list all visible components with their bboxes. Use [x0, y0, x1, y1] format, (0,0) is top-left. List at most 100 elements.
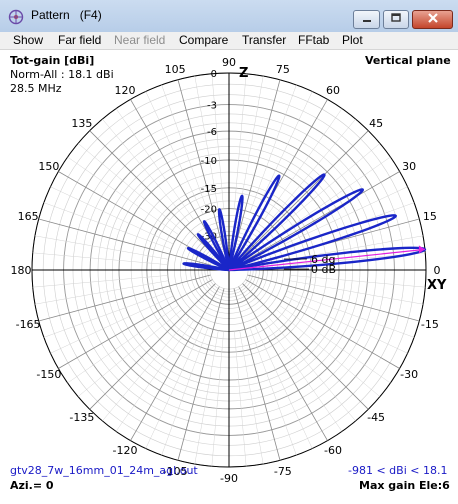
grid-spoke [50, 295, 174, 354]
angle-label: -45 [367, 411, 385, 424]
grid-spoke [242, 283, 369, 410]
grid-spoke [130, 286, 220, 441]
close-button[interactable] [412, 10, 453, 29]
gain-range-label: -981 < dBi < 18.1 [348, 464, 448, 477]
file-name-label: gtv28_7w_16mm_01_24m_agl.out [10, 464, 198, 477]
angle-labels: 0153045607590105120135150165180-165-150-… [11, 56, 448, 485]
grid-spoke [254, 91, 313, 215]
grid-spoke [279, 156, 391, 235]
grid-spoke [289, 235, 424, 260]
grid-spoke [233, 79, 281, 252]
menu-near-field[interactable]: Near field [114, 33, 166, 47]
grid-spoke [275, 143, 381, 231]
grid-spoke [264, 108, 343, 220]
pattern-lobe [227, 188, 364, 272]
angle-label: -30 [400, 368, 418, 381]
maximize-button[interactable] [383, 10, 409, 29]
grid-spoke [32, 275, 168, 288]
marker-0db-label: 0 dB [311, 263, 336, 276]
angle-label: -105 [163, 465, 188, 478]
pattern-lobe [202, 220, 231, 272]
menu-compare[interactable]: Compare [179, 33, 229, 47]
grid-spoke [238, 286, 328, 441]
menu-far-field[interactable]: Far field [58, 33, 102, 47]
app-icon [8, 9, 24, 25]
grid-spoke [67, 156, 179, 235]
gain-heading: Tot-gain [dBi] [10, 54, 95, 67]
angle-label: 150 [38, 160, 59, 173]
marker-6dg-label: 6 dg [311, 253, 335, 266]
grid-spoke [194, 75, 219, 210]
pattern-plot-area[interactable]: 0 15 30 45 60 75 90 105 120 135 150 165 180 -165 -150-… [0, 49, 458, 500]
menu-show[interactable]: Show [13, 33, 44, 47]
grid-spoke [77, 309, 183, 397]
grid-spoke [38, 218, 211, 266]
angle-label: -165 [16, 318, 41, 331]
pattern-lobe [227, 174, 281, 272]
norm-label: Norm-All : 18.1 dBi [10, 68, 114, 81]
max-gain-arrow-icon [418, 245, 425, 254]
angle-label: 90 [222, 56, 236, 69]
grid-spoke [145, 325, 204, 449]
window-title-text: Pattern [31, 8, 70, 22]
axis-xy-label: XY [427, 278, 447, 293]
grid-spoke [249, 84, 297, 213]
grid-spoke [275, 309, 381, 397]
grid-spoke [211, 331, 224, 467]
grid-spoke [177, 288, 225, 461]
grid-spoke [249, 327, 297, 456]
menu-transfer[interactable]: Transfer [242, 33, 287, 47]
angle-label: -150 [36, 368, 61, 381]
grid-spoke [161, 327, 209, 456]
grid-spoke [130, 99, 220, 254]
grid-spoke [242, 130, 369, 257]
menu-bar: Show Far field Near field Compare Transf… [0, 32, 458, 50]
grid-spoke [102, 316, 190, 422]
menu-plot[interactable]: Plot [342, 33, 363, 47]
menu-fftab[interactable]: FFtab [298, 33, 330, 47]
grid-spoke [254, 325, 313, 449]
angle-label: -15 [421, 318, 439, 331]
angle-label: 45 [369, 117, 383, 130]
grid-spoke [115, 108, 194, 220]
ring-label: -30 [201, 232, 217, 243]
grid-spoke [34, 235, 169, 260]
polar-chart[interactable]: 0153045607590105120135150165180-165-150-… [0, 49, 458, 500]
ring-label: -6 [207, 127, 217, 138]
max-gain-label: Max gain Ele:6 [359, 479, 450, 492]
frequency-label: 28.5 MHz [10, 82, 62, 95]
window-title: Pattern (F4) [31, 8, 102, 22]
minimize-button[interactable] [353, 10, 380, 29]
pattern-lobe [196, 233, 231, 272]
grid-spoke [50, 186, 174, 245]
grid-spoke [115, 320, 194, 432]
grid-spoke [194, 330, 219, 465]
grid-spoke [34, 280, 169, 305]
grid-spoke [77, 143, 183, 231]
grid-spoke [284, 295, 408, 354]
grid-spoke [58, 171, 213, 261]
angle-label: -90 [220, 472, 238, 485]
grid-spoke [177, 79, 225, 252]
ring-label: -3 [207, 101, 217, 112]
angle-label: 165 [18, 210, 39, 223]
marker-layer: 6 dg0 dB [228, 245, 425, 276]
axis-z-label: Z [239, 66, 248, 81]
angle-label: 75 [276, 63, 290, 76]
pattern-lobe [186, 246, 231, 272]
title-bar[interactable]: Pattern (F4) [0, 0, 458, 33]
grid-spoke [234, 331, 247, 467]
pattern-lobe [217, 208, 231, 272]
grid-spoke [245, 171, 400, 261]
pattern-layer [182, 173, 427, 272]
grid-spoke [89, 283, 216, 410]
polar-grid [31, 72, 427, 468]
pattern-lobe [227, 173, 326, 272]
grid-spoke [239, 330, 264, 465]
ring-labels: 0 -3 -6 -10 -15 -20 -30 [201, 69, 217, 243]
grid-spoke [145, 91, 204, 215]
grid-spoke [264, 320, 343, 432]
grid-spoke [247, 274, 420, 322]
ring-label: 0 [211, 69, 217, 80]
grid-spoke [32, 252, 168, 265]
